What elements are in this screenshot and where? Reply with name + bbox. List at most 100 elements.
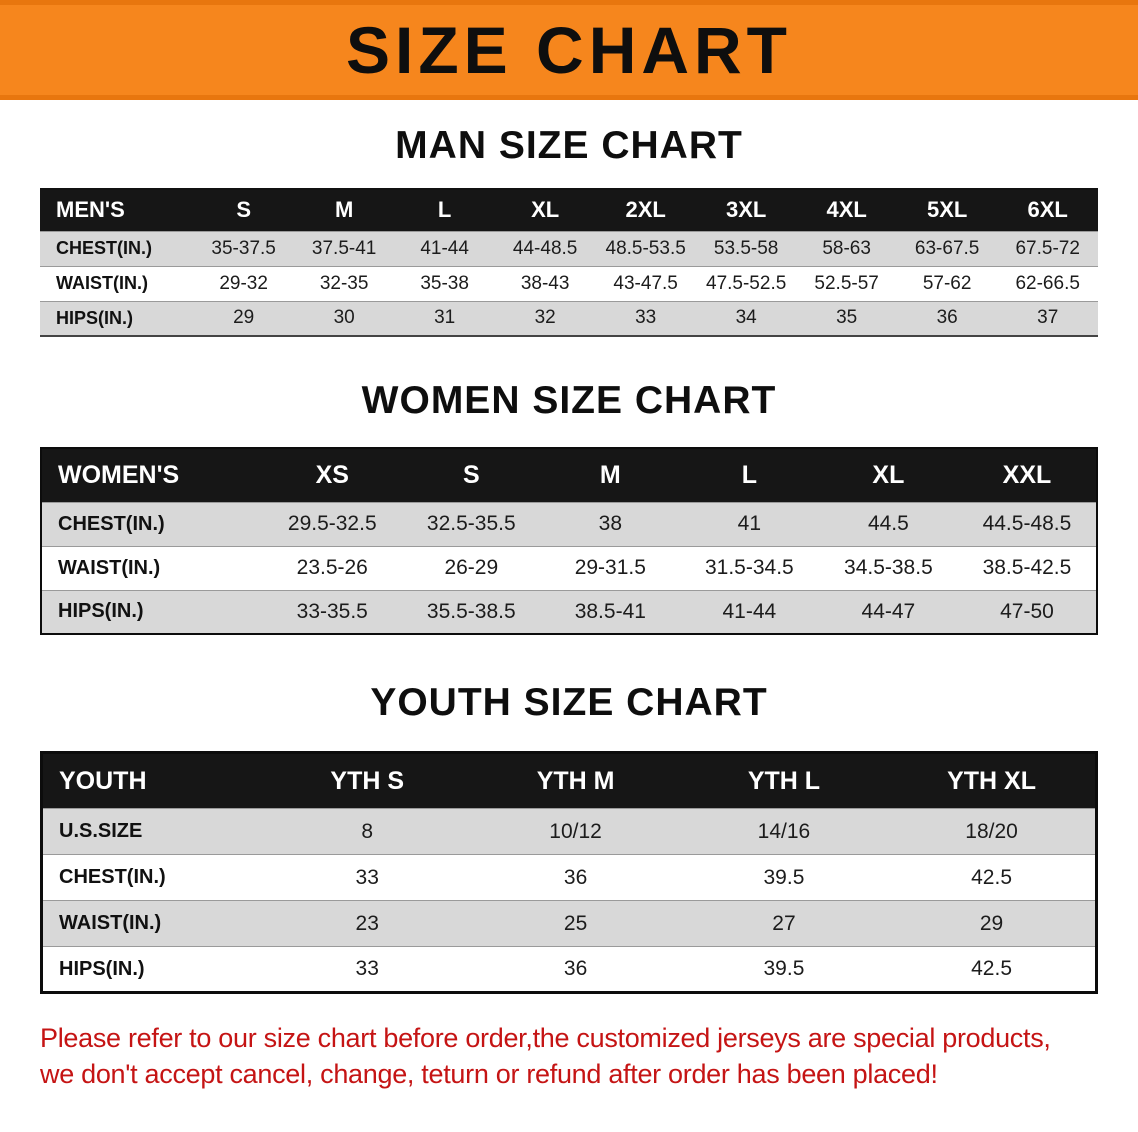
- size-value: 33-35.5: [296, 599, 368, 623]
- size-value: 35-37.5: [211, 237, 276, 259]
- size-value: 41: [737, 512, 762, 535]
- size-column-header: XXL: [957, 448, 1097, 502]
- size-value: 36: [563, 865, 588, 889]
- row-label: WAIST(IN.): [59, 912, 162, 934]
- banner: SIZE CHART: [0, 0, 1138, 100]
- size-value: 39.5: [763, 865, 805, 889]
- size-value: 36: [936, 307, 958, 329]
- size-value: 48.5-53.5: [605, 237, 686, 259]
- size-column-header: 5XL: [896, 189, 998, 231]
- size-column-header: XS: [262, 448, 402, 502]
- size-value: 38.5-42.5: [982, 556, 1072, 579]
- table-category-header: WOMEN'S: [41, 448, 263, 502]
- table-row: CHEST(IN.) 29.5-32.5 32.5-35.5 38 41 44.5 44.5…: [41, 502, 1097, 546]
- table-row: WAIST(IN.) 23.5-26 26-29 29-31.5 31.5-34.5 34…: [41, 546, 1097, 590]
- table-row: U.S.SIZE 8 10/12 14/16 18/20: [41, 808, 1097, 855]
- size-value: 35: [836, 307, 858, 329]
- size-value: 44.5: [867, 512, 909, 535]
- youth-size-table: YOUTH YTH S YTH M YTH L YTH XL U.S.SIZE 8 10/12…: [40, 751, 1098, 994]
- size-value: 44-47: [861, 599, 916, 623]
- size-value: 37.5-41: [311, 237, 377, 259]
- table-row: HIPS(IN.) 33 36 39.5 42.5: [41, 946, 1097, 993]
- size-value: 47-50: [1000, 599, 1054, 623]
- size-value: 23.5-26: [296, 556, 368, 579]
- table-header-row: MEN'S S M L XL 2XL 3XL 4XL 5XL 6XL: [40, 189, 1098, 231]
- youth-section-title: YOUTH SIZE CHART: [370, 681, 768, 724]
- size-value: 34.5-38.5: [844, 556, 933, 579]
- size-column-header: S: [193, 189, 294, 231]
- row-label: HIPS(IN.): [56, 307, 134, 328]
- size-column-header: 3XL: [695, 189, 797, 231]
- size-value: 58-63: [822, 237, 871, 259]
- size-column-header: L: [679, 448, 819, 502]
- size-value: 29: [979, 911, 1004, 935]
- size-column-header: L: [394, 189, 495, 231]
- size-value: 47.5-52.5: [706, 272, 787, 294]
- table-header-row: YOUTH YTH S YTH M YTH L YTH XL: [41, 752, 1097, 809]
- size-value: 42.5: [971, 865, 1012, 889]
- man-section-title: MAN SIZE CHART: [395, 124, 743, 167]
- table-row: WAIST(IN.) 23 25 27 29: [41, 900, 1097, 947]
- size-value: 37: [1037, 307, 1059, 329]
- size-value: 57-62: [922, 272, 972, 294]
- size-value: 41-44: [722, 599, 777, 623]
- size-value: 63-67.5: [914, 237, 980, 259]
- size-value: 29: [233, 307, 255, 329]
- size-value: 35.5-38.5: [426, 599, 516, 623]
- size-value: 44-48.5: [512, 237, 578, 259]
- size-value: 38: [598, 512, 622, 535]
- row-label: WAIST(IN.): [56, 273, 148, 293]
- size-value: 44.5-48.5: [982, 512, 1072, 535]
- size-column-header: XL: [494, 189, 596, 231]
- size-column-header: S: [401, 448, 541, 502]
- size-value: 14/16: [757, 819, 811, 843]
- size-column-header: 4XL: [796, 189, 897, 231]
- women-size-table: WOMEN'S XS S M L XL XXL CHEST(IN.) 29.5-32.5 32.5…: [40, 447, 1098, 635]
- size-value: 38.5-41: [574, 599, 646, 623]
- row-label: CHEST(IN.): [56, 238, 152, 258]
- table-category-header: MEN'S: [40, 189, 194, 231]
- size-value: 31.5-34.5: [704, 556, 794, 579]
- size-value: 30: [333, 307, 355, 329]
- size-value: 18/20: [965, 819, 1018, 843]
- size-value: 23: [355, 911, 379, 935]
- size-column-header: 6XL: [997, 189, 1098, 231]
- size-value: 26-29: [444, 556, 499, 579]
- disclaimer-line-1: Please refer to our size chart before or…: [40, 1023, 1051, 1053]
- row-label: CHEST(IN.): [59, 866, 166, 888]
- size-value: 34: [735, 307, 757, 329]
- size-value: 25: [563, 911, 588, 935]
- table-row: HIPS(IN.) 33-35.5 35.5-38.5 38.5-41 41-44 44-…: [41, 590, 1097, 634]
- size-value: 29-31.5: [574, 556, 646, 579]
- size-column-header: YTH XL: [888, 752, 1097, 809]
- row-label: WAIST(IN.): [58, 556, 161, 579]
- size-value: 32.5-35.5: [426, 512, 516, 535]
- size-value: 53.5-58: [713, 237, 779, 259]
- disclaimer-line-2: we don't accept cancel, change, teturn o…: [40, 1059, 938, 1090]
- table-category-header: YOUTH: [41, 752, 264, 809]
- size-value: 32-35: [319, 272, 369, 294]
- table-row: WAIST(IN.) 29-32 32-35 35-38 38-43 43-47.5 47.…: [40, 266, 1098, 301]
- size-value: 39.5: [763, 957, 805, 980]
- size-value: 67.5-72: [1015, 237, 1080, 259]
- women-section-title: WOMEN SIZE CHART: [361, 379, 777, 422]
- table-row: CHEST(IN.) 35-37.5 37.5-41 41-44 44-48.5 48.5…: [40, 231, 1098, 266]
- disclaimer-note: Please refer to our size chart before or…: [40, 1020, 1098, 1093]
- size-column-header: YTH S: [263, 752, 472, 809]
- size-value: 8: [361, 819, 374, 843]
- size-value: 42.5: [971, 957, 1012, 980]
- size-column-header: YTH M: [471, 752, 680, 809]
- size-value: 33: [355, 957, 379, 980]
- size-value: 33: [355, 865, 379, 889]
- size-value: 27: [772, 911, 796, 935]
- man-size-table: MEN'S S M L XL 2XL 3XL 4XL 5XL 6XL CHEST(IN.) 35-37…: [40, 188, 1098, 337]
- size-value: 29-32: [219, 272, 268, 294]
- size-column-header: 2XL: [595, 189, 696, 231]
- row-label: HIPS(IN.): [58, 600, 144, 623]
- size-value: 62-66.5: [1015, 272, 1080, 294]
- size-column-header: YTH L: [679, 752, 889, 809]
- table-header-row: WOMEN'S XS S M L XL XXL: [41, 448, 1097, 502]
- row-label: CHEST(IN.): [58, 512, 165, 535]
- row-label: HIPS(IN.): [59, 957, 145, 980]
- content-area: MAN SIZE CHART MEN'S S M L XL 2XL 3XL 4XL 5XL 6XL…: [0, 124, 1138, 1093]
